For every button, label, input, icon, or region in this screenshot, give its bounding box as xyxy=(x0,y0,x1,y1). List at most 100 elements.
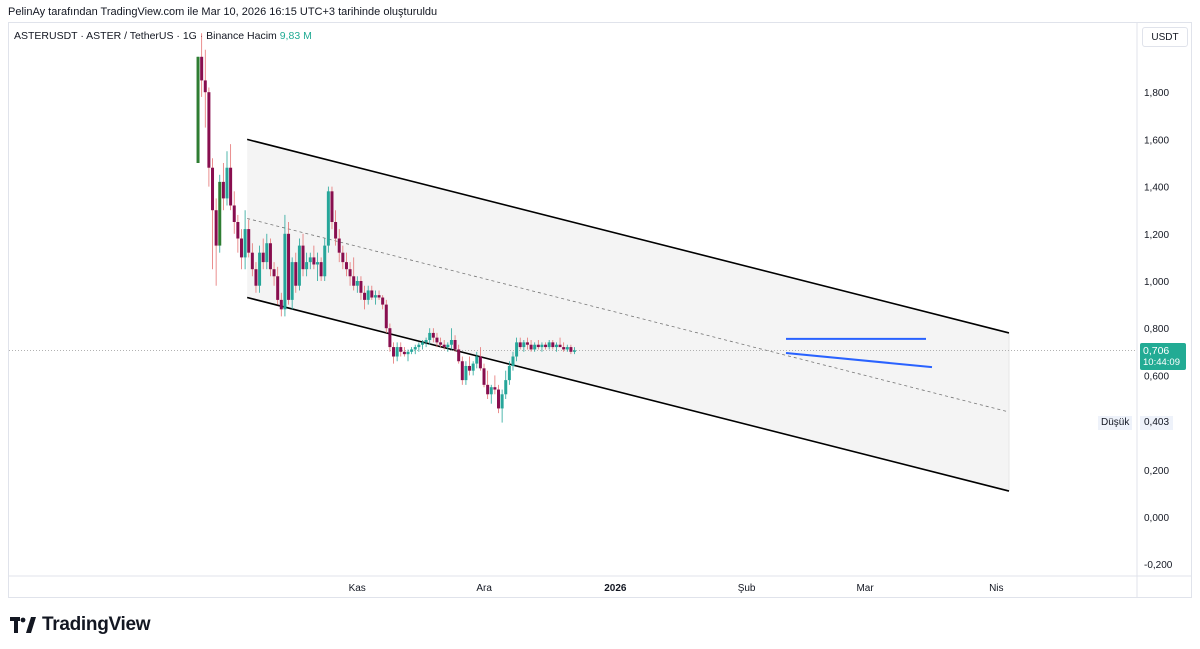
candle-body xyxy=(457,349,461,362)
candle-body xyxy=(533,344,537,350)
candle-body xyxy=(384,304,388,329)
x-tick-label: 2026 xyxy=(604,583,627,594)
candle-body xyxy=(547,342,551,348)
candle-body xyxy=(232,205,236,222)
candle-body xyxy=(363,292,367,300)
candle-body xyxy=(431,332,435,338)
candle-body xyxy=(301,245,305,270)
candle-body xyxy=(493,387,497,390)
candle-body xyxy=(308,257,312,263)
candle-body xyxy=(529,344,533,350)
candle-body xyxy=(449,340,453,345)
y-tick-label: 0,200 xyxy=(1144,466,1169,477)
candle-body xyxy=(554,344,558,348)
volume-label: Hacim xyxy=(247,30,277,42)
candle-body xyxy=(439,342,443,345)
candle-body xyxy=(355,281,359,286)
candle-body xyxy=(428,332,432,340)
last-price-badge: 0,706 10:44:09 xyxy=(1140,343,1186,370)
candle-body xyxy=(536,344,540,348)
y-tick-label: 1,600 xyxy=(1144,135,1169,146)
x-tick-label: Ara xyxy=(476,583,492,594)
candle-body xyxy=(203,80,207,93)
symbol-label: ASTERUSDT · ASTER / TetherUS · 1G · Bina… xyxy=(14,30,245,42)
bar-countdown: 10:44:09 xyxy=(1143,357,1180,368)
candle-body xyxy=(565,347,569,350)
candle-body xyxy=(366,290,370,300)
candle-body xyxy=(562,347,566,350)
x-tick-label: Şub xyxy=(738,583,756,594)
candle-body xyxy=(406,351,410,355)
candle-body xyxy=(225,167,229,199)
y-tick-label: 0,000 xyxy=(1144,513,1169,524)
candle-body xyxy=(413,347,417,350)
candle-body xyxy=(381,297,385,305)
candle-body xyxy=(388,328,392,348)
channel-lower-line xyxy=(246,296,1010,492)
candle-body xyxy=(551,342,555,348)
candle-body xyxy=(326,191,330,246)
candle-body xyxy=(294,262,298,286)
candle-body xyxy=(279,299,283,310)
candle-body xyxy=(221,181,225,199)
candle-body xyxy=(268,243,272,270)
candle-body xyxy=(348,269,352,277)
candle-body xyxy=(424,340,428,343)
candle-body xyxy=(500,394,504,409)
candle-body xyxy=(283,233,287,310)
candle-body xyxy=(504,380,508,395)
candle-body xyxy=(399,347,403,352)
candle-body xyxy=(446,344,450,348)
y-tick-label: 1,200 xyxy=(1144,230,1169,241)
currency-button[interactable]: USDT xyxy=(1142,27,1188,47)
candle-body xyxy=(417,344,421,348)
candle-body xyxy=(239,238,243,258)
candle-body xyxy=(229,167,233,206)
y-tick-label: 1,800 xyxy=(1144,88,1169,99)
candle-body xyxy=(518,342,522,348)
candle-body xyxy=(341,252,345,263)
candle-body xyxy=(319,262,323,277)
channel-mid-line xyxy=(247,218,1010,413)
chart-frame xyxy=(8,22,1192,598)
candle-body xyxy=(464,365,468,381)
candle-body xyxy=(297,245,301,286)
candle-body xyxy=(250,252,254,270)
candle-body xyxy=(265,243,269,263)
channel-upper-line xyxy=(246,138,1010,334)
candle-body xyxy=(475,356,479,364)
candle-body xyxy=(337,238,341,253)
candle-body xyxy=(573,350,577,352)
candle-body xyxy=(236,222,240,239)
candle-body xyxy=(312,257,316,265)
symbol-info[interactable]: ASTERUSDT · ASTER / TetherUS · 1G · Bina… xyxy=(14,30,312,42)
candle-body xyxy=(305,262,309,270)
candle-body xyxy=(468,365,472,371)
candle-body xyxy=(218,181,222,246)
candle-body xyxy=(569,347,573,352)
tradingview-logo[interactable]: TradingView xyxy=(10,614,151,636)
candle-body xyxy=(352,276,356,286)
candle-body xyxy=(207,92,211,168)
candle-body xyxy=(522,342,526,348)
candle-body xyxy=(334,222,338,239)
candle-body xyxy=(196,56,200,163)
currency-label: USDT xyxy=(1151,31,1179,43)
candle-body xyxy=(453,340,457,350)
y-tick-label: 1,000 xyxy=(1144,277,1169,288)
candle-body xyxy=(507,365,511,381)
candle-body xyxy=(515,342,519,357)
y-tick-label: 0,800 xyxy=(1144,324,1169,335)
brand-name: TradingView xyxy=(42,614,151,635)
y-tick-label: -0,200 xyxy=(1144,560,1173,571)
candle-body xyxy=(211,167,215,211)
candle-body xyxy=(497,389,500,409)
candle-body xyxy=(377,295,381,298)
candle-body xyxy=(460,361,464,381)
candle-body xyxy=(316,262,319,265)
candle-body xyxy=(359,281,363,293)
candle-body xyxy=(276,276,280,300)
flag-lower-line xyxy=(785,351,933,369)
chart-credit: PelinAy tarafından TradingView.com ile M… xyxy=(8,6,438,18)
